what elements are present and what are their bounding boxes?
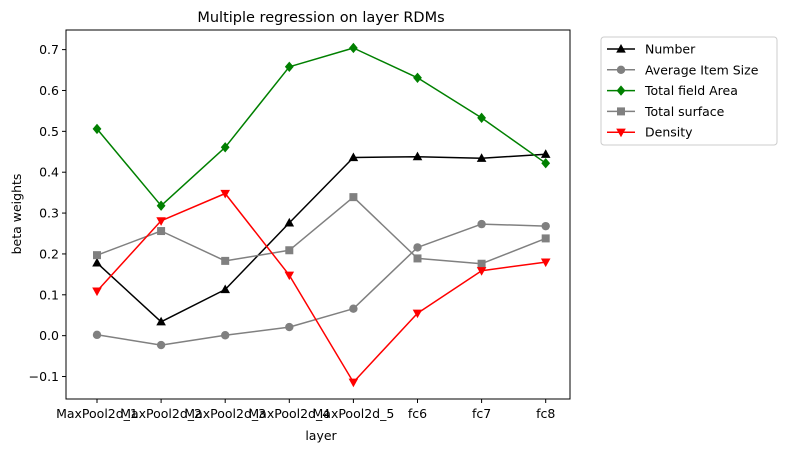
plot-area (92, 42, 551, 388)
y-tick-label: −0.1 (29, 369, 59, 384)
series-line (96, 47, 547, 207)
y-tick-label: 0.2 (39, 246, 59, 261)
y-tick-label: 0.7 (39, 42, 59, 57)
data-point (156, 316, 166, 326)
x-tick-label: MaxPool2d_5 (313, 406, 395, 421)
data-point (93, 251, 101, 260)
data-point (349, 193, 358, 202)
legend-marker (616, 85, 626, 96)
legend-item: Total surface (607, 104, 725, 119)
data-point (221, 256, 230, 265)
legend-label: Density (645, 125, 693, 140)
data-point (477, 112, 486, 124)
legend-label: Total field Area (644, 83, 738, 98)
y-tick-label: 0.3 (39, 206, 59, 221)
data-point (156, 340, 166, 350)
legend: Number Average Item Size Total field Area T… (600, 36, 778, 146)
data-point (284, 217, 295, 227)
data-point (412, 151, 423, 161)
x-tick-label: MaxPool2d_3 (184, 406, 266, 421)
x-tick-label: MaxPool2d_1 (56, 406, 138, 421)
y-tick-label: 0.5 (39, 124, 59, 139)
legend-marker (617, 107, 625, 116)
plot-frame (65, 29, 571, 400)
x-tick-label: fc8 (536, 406, 555, 421)
data-point (285, 322, 294, 332)
y-tick-label: 0.6 (39, 83, 59, 98)
legend-marker (616, 65, 626, 75)
data-point (476, 153, 487, 162)
data-point (92, 257, 102, 267)
data-point (477, 259, 486, 268)
series-1 (92, 219, 550, 350)
legend-item: Density (607, 125, 693, 140)
data-point (156, 217, 166, 226)
legend-box (600, 36, 778, 146)
data-point (477, 219, 486, 229)
data-point (413, 72, 422, 84)
data-point (92, 123, 102, 135)
x-tick-label: fc6 (408, 406, 427, 421)
data-point (284, 61, 294, 72)
data-point (541, 221, 550, 231)
series-line (96, 196, 546, 265)
data-point (156, 200, 166, 211)
legend-item: Average Item Size (607, 62, 759, 77)
legend-item: Number (607, 42, 696, 57)
data-point (348, 378, 359, 388)
data-point (92, 330, 102, 340)
series-4 (92, 189, 551, 388)
data-point (412, 309, 423, 319)
series-line (96, 223, 546, 346)
y-tick-label: 0.1 (39, 287, 59, 302)
y-tick-label: 0.0 (39, 328, 59, 343)
data-point (285, 246, 294, 255)
series-3 (93, 193, 550, 268)
data-point (541, 158, 551, 169)
data-point (220, 284, 230, 294)
y-axis-label: beta weights (9, 174, 24, 255)
x-axis-label: layer (305, 428, 337, 443)
legend-label: Average Item Size (645, 62, 759, 77)
series-line (96, 153, 546, 323)
series-line (96, 192, 546, 383)
data-point (220, 142, 230, 153)
data-point (413, 254, 422, 263)
y-tick-label: 0.4 (39, 165, 59, 180)
x-tick-label: MaxPool2d_4 (248, 406, 330, 421)
x-axis: MaxPool2d_1MaxPool2d_2MaxPool2d_3MaxPool… (56, 399, 555, 421)
chart-title: Multiple regression on layer RDMs (197, 10, 444, 26)
data-point (541, 234, 550, 243)
data-point (540, 258, 551, 268)
data-point (220, 189, 230, 199)
legend-label: Total surface (644, 104, 725, 119)
data-point (540, 149, 551, 158)
legend-label: Number (645, 42, 696, 57)
series-2 (92, 42, 551, 211)
legend-item: Total field Area (607, 83, 738, 98)
data-point (349, 42, 358, 54)
data-point (157, 227, 166, 236)
data-point (476, 267, 487, 276)
data-point (221, 331, 230, 340)
data-point (92, 287, 102, 297)
data-point (349, 304, 358, 313)
legend-marker (616, 128, 626, 138)
y-axis: −0.1 0.0 0.1 0.2 0.3 0.4 0.5 0.6 0.7 (29, 42, 66, 384)
legend-marker (616, 44, 626, 53)
data-point (348, 152, 359, 162)
x-tick-label: MaxPool2d_2 (120, 406, 202, 421)
series-0 (92, 149, 551, 326)
data-point (284, 271, 295, 281)
x-tick-label: fc7 (472, 406, 491, 421)
data-point (413, 243, 422, 252)
